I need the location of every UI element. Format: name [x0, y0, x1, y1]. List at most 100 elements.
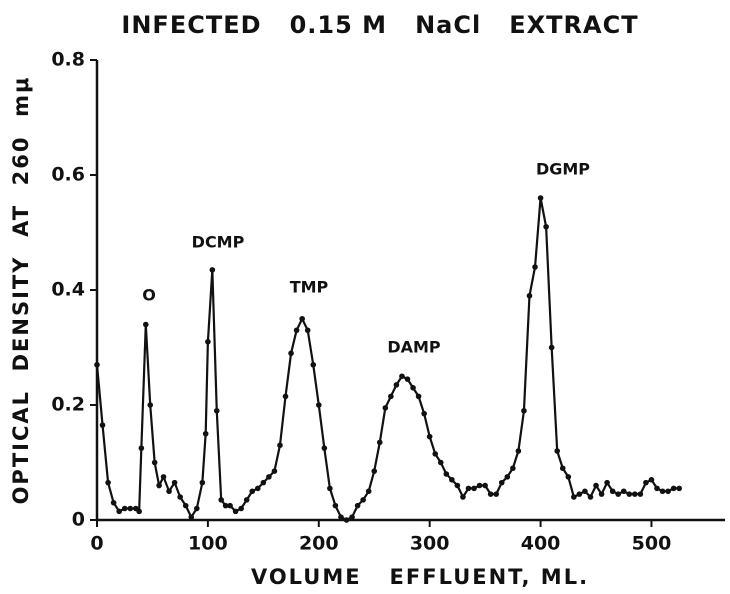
data-point: [105, 479, 111, 486]
data-point: [388, 393, 394, 400]
annotation: O: [142, 286, 156, 305]
data-point: [632, 491, 638, 497]
data-point: [110, 499, 117, 506]
data-point: [222, 502, 229, 509]
data-point: [532, 264, 538, 270]
data-point: [209, 267, 216, 273]
data-point: [476, 482, 483, 489]
data-point: [304, 327, 311, 334]
data-point: [99, 422, 106, 428]
data-point: [676, 485, 682, 492]
data-point: [238, 505, 244, 512]
data-point: [277, 442, 283, 449]
data-point: [404, 376, 411, 382]
data-point: [343, 517, 350, 523]
data-point: [194, 505, 200, 512]
x-tick-label: 300: [410, 533, 450, 555]
x-tick-label: 200: [299, 533, 339, 555]
data-point: [171, 479, 178, 486]
y-tick-label: 0.2: [51, 394, 85, 416]
x-tick-label: 100: [188, 533, 228, 555]
data-point: [232, 508, 239, 515]
data-point: [543, 223, 549, 230]
data-point: [670, 485, 677, 492]
data-point: [443, 471, 450, 477]
data-point: [121, 505, 128, 512]
data-point: [654, 485, 660, 492]
data-point: [537, 195, 544, 201]
data-point: [136, 508, 142, 515]
data-point: [310, 361, 317, 368]
data-point: [354, 502, 361, 509]
data-point: [315, 402, 322, 408]
annotation: DCMP: [192, 233, 245, 252]
data-point: [271, 468, 278, 474]
data-point: [138, 445, 145, 451]
data-point: [260, 479, 267, 486]
data-point: [376, 439, 383, 446]
data-point: [282, 393, 289, 400]
annotation: DAMP: [387, 338, 441, 357]
data-point: [421, 410, 427, 417]
data-point: [598, 491, 605, 497]
data-point: [399, 373, 405, 380]
data-point: [371, 468, 378, 474]
chart-title: INFECTED 0.15 M NaCl EXTRACT: [121, 11, 638, 39]
x-axis-label: VOLUME EFFLUENT, ML.: [251, 565, 589, 589]
data-point: [604, 479, 610, 486]
data-point: [554, 448, 561, 454]
y-tick-label: 0.4: [51, 279, 85, 301]
data-point: [571, 494, 577, 500]
data-point: [504, 474, 511, 480]
data-point: [643, 479, 649, 486]
data-point: [449, 476, 455, 483]
data-point: [454, 482, 461, 489]
data-point: [332, 502, 339, 509]
data-point: [620, 488, 627, 495]
data-point: [327, 485, 333, 492]
data-point: [199, 479, 206, 486]
data-point: [127, 505, 134, 512]
data-point: [415, 393, 422, 400]
data-point: [465, 485, 472, 492]
x-tick-label: 0: [90, 533, 103, 555]
data-point: [218, 497, 224, 503]
data-point: [471, 485, 477, 492]
data-point: [147, 402, 154, 408]
data-point: [510, 465, 516, 472]
data-point: [266, 474, 272, 480]
data-point: [213, 407, 220, 414]
data-point: [94, 361, 100, 368]
y-tick-label: 0: [72, 509, 85, 531]
data-point: [437, 459, 444, 466]
data-point: [249, 488, 256, 495]
data-point: [288, 350, 294, 357]
annotation: DGMP: [536, 160, 590, 179]
data-point: [521, 407, 527, 414]
data-point: [615, 491, 621, 497]
data-point: [587, 494, 594, 500]
data-line: [95, 197, 680, 522]
data-point: [160, 474, 167, 480]
data-point: [365, 488, 372, 495]
data-point: [243, 497, 250, 503]
data-point: [338, 514, 344, 520]
data-point: [254, 485, 261, 492]
data-point: [482, 482, 488, 489]
data-point: [526, 292, 533, 299]
annotation: TMP: [290, 278, 329, 297]
data-point: [393, 382, 400, 388]
x-tick-label: 400: [521, 533, 561, 555]
y-axis-label: OPTICAL DENSITY AT 260 mμ: [9, 76, 33, 505]
data-point: [116, 508, 122, 515]
data-point: [576, 491, 583, 497]
data-point: [205, 338, 211, 345]
data-point: [582, 488, 588, 495]
data-point: [460, 494, 466, 500]
data-point: [299, 315, 305, 322]
data-point: [665, 488, 671, 495]
data-point: [426, 433, 433, 440]
data-point: [321, 445, 328, 451]
data-point: [410, 384, 416, 391]
